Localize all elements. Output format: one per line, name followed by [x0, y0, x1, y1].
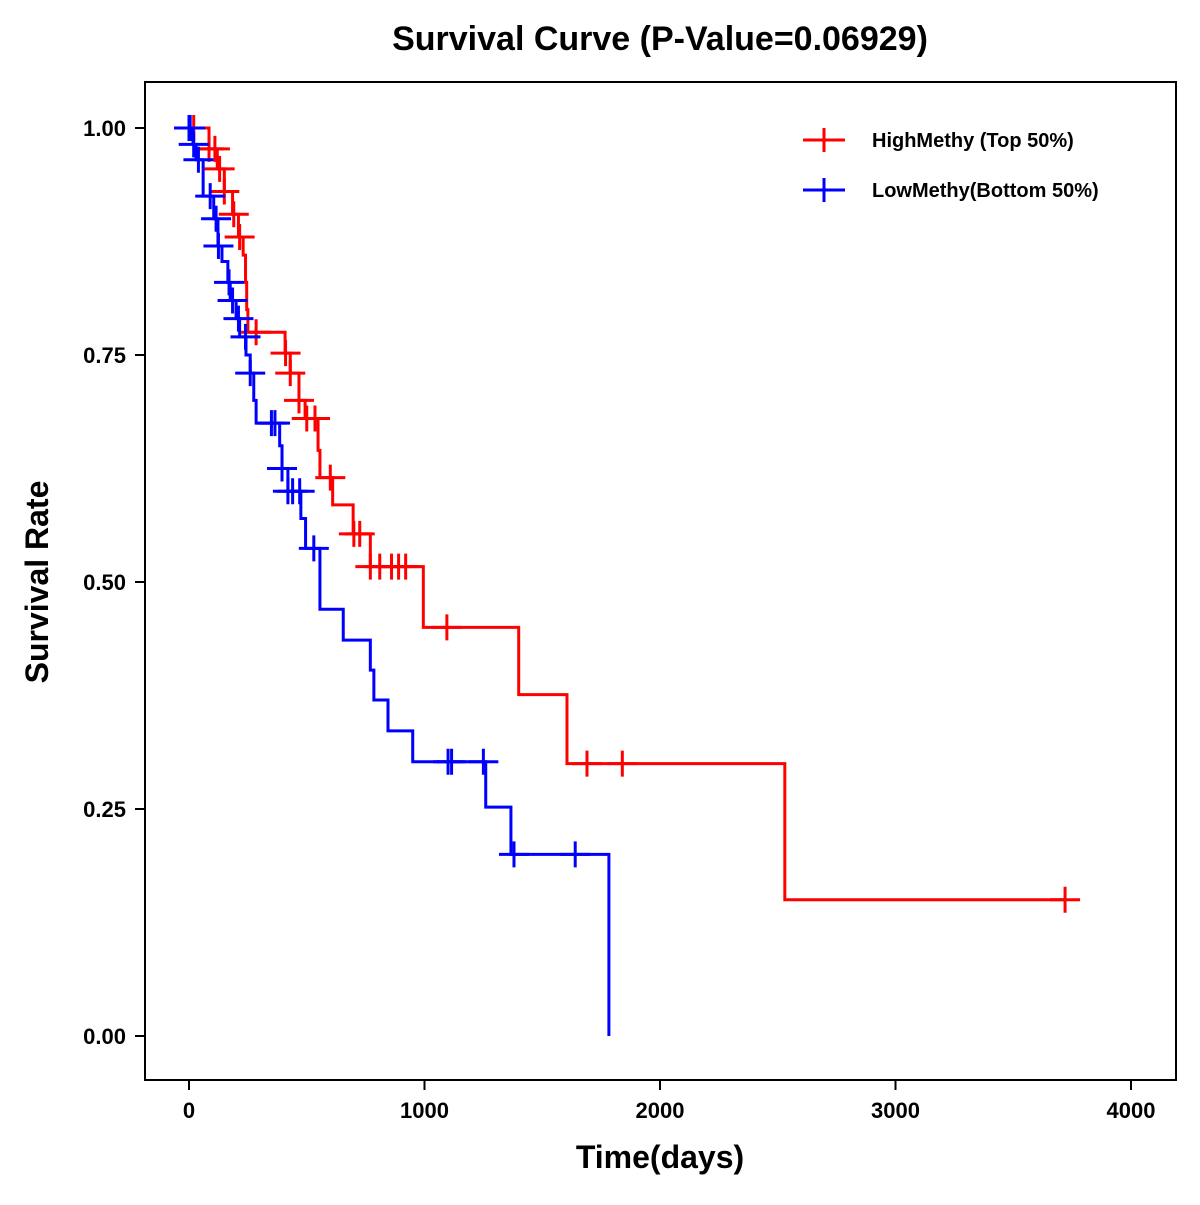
censor-mark — [571, 750, 602, 777]
censor-mark — [607, 750, 638, 777]
y-tick-label: 0.50 — [83, 570, 126, 595]
y-axis-label: Survival Rate — [19, 481, 55, 684]
censor-mark — [214, 269, 245, 296]
censor-mark — [259, 410, 290, 437]
censor-mark — [235, 360, 266, 387]
y-tick-label: 0.75 — [83, 343, 126, 368]
censor-mark — [298, 535, 329, 562]
censor-mark — [284, 478, 315, 505]
censor-mark — [218, 201, 249, 228]
legend-marker-low — [803, 178, 845, 202]
series-low — [174, 115, 611, 1036]
censor-mark — [344, 520, 375, 547]
legend-label-high: HighMethy (Top 50%) — [872, 130, 1074, 152]
x-tick-label: 1000 — [400, 1098, 449, 1123]
series-high — [178, 115, 1081, 913]
survival-curve — [189, 126, 1066, 902]
y-tick-label: 0.25 — [83, 797, 126, 822]
x-tick-label: 0 — [183, 1098, 195, 1123]
censor-mark — [175, 115, 206, 141]
censor-mark — [390, 553, 421, 580]
censor-mark — [223, 305, 254, 332]
censor-mark — [283, 387, 314, 414]
censor-mark — [436, 748, 467, 775]
censor-mark — [270, 340, 301, 367]
censor-mark — [431, 614, 462, 641]
censor-mark — [224, 223, 255, 250]
plot-frame — [144, 81, 1177, 1081]
censor-mark — [217, 287, 248, 314]
y-tick-label: 0.00 — [83, 1024, 126, 1049]
censor-mark — [498, 841, 529, 868]
chart-title: Survival Curve (P-Value=0.06929) — [392, 20, 928, 58]
legend-label-low: LowMethy(Bottom 50%) — [872, 180, 1099, 202]
survival-curve — [189, 126, 611, 1036]
x-tick-label: 4000 — [1107, 1098, 1156, 1123]
censor-mark — [199, 135, 230, 162]
censor-mark — [1050, 886, 1081, 913]
censor-mark — [267, 455, 298, 482]
x-tick-label: 3000 — [871, 1098, 920, 1123]
censor-mark — [195, 183, 226, 210]
legend: HighMethy (Top 50%) LowMethy(Bottom 50%) — [803, 128, 1099, 202]
censor-mark — [299, 405, 330, 432]
censor-mark — [183, 146, 214, 173]
censor-mark — [275, 360, 306, 387]
censor-mark — [178, 131, 209, 158]
censor-mark — [230, 323, 261, 350]
censor-mark — [201, 205, 232, 232]
y-tick-label: 1.00 — [83, 116, 126, 141]
censor-mark — [204, 155, 235, 182]
censor-mark — [560, 841, 591, 868]
legend-item-low: LowMethy(Bottom 50%) — [803, 178, 1099, 202]
legend-item-high: HighMethy (Top 50%) — [803, 128, 1074, 152]
censor-mark — [468, 748, 499, 775]
x-axis-label: Time(days) — [576, 1139, 744, 1175]
censor-mark — [203, 233, 234, 260]
legend-marker-high — [803, 128, 845, 152]
censor-mark — [315, 464, 346, 491]
x-tick-label: 2000 — [636, 1098, 685, 1123]
censor-mark — [209, 178, 240, 205]
